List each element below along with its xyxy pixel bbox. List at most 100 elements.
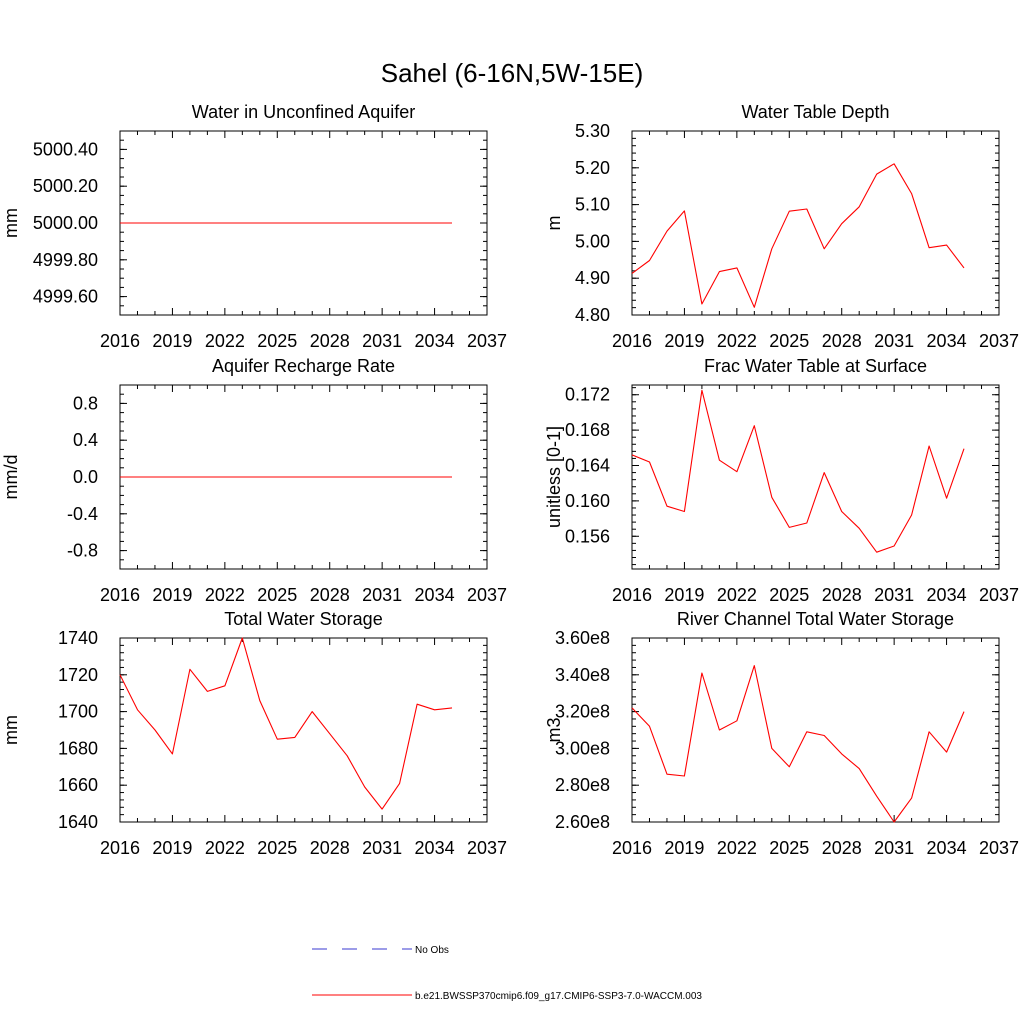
x-tick-label: 2037 xyxy=(467,585,507,605)
series-line xyxy=(631,163,965,308)
y-tick-label: 5000.20 xyxy=(33,176,98,196)
x-tick-label: 2034 xyxy=(927,585,967,605)
x-tick-label: 2037 xyxy=(979,585,1019,605)
y-tick-label: 1740 xyxy=(58,628,98,648)
y-axis-label: unitless [0-1] xyxy=(544,426,564,528)
x-tick-label: 2019 xyxy=(664,838,704,858)
series-line xyxy=(119,637,453,810)
y-axis-label: m3 xyxy=(544,717,564,742)
y-axis-label: mm/d xyxy=(1,455,21,500)
y-tick-label: 0.4 xyxy=(73,430,98,450)
x-tick-label: 2031 xyxy=(874,585,914,605)
legend: No Obs b.e21.BWSSP370cmip6.f09_g17.CMIP6… xyxy=(312,945,702,1002)
x-tick-label: 2025 xyxy=(769,585,809,605)
panel-fwet: Frac Water Table at Surface 2016 2019 2022 2… xyxy=(544,356,1019,605)
y-tick-label: 5.10 xyxy=(575,195,610,215)
panel-title: Water in Unconfined Aquifer xyxy=(192,102,415,122)
x-tick-label: 2034 xyxy=(415,838,455,858)
x-tick-label: 2022 xyxy=(717,331,757,351)
x-tick-label: 2028 xyxy=(310,838,350,858)
panel-title: Total Water Storage xyxy=(224,609,382,629)
y-tick-label: 5.20 xyxy=(575,158,610,178)
x-tick-label: 2019 xyxy=(664,331,704,351)
y-tick-label: 1720 xyxy=(58,665,98,685)
y-tick-label: -0.8 xyxy=(67,541,98,561)
panels: Water in Unconfined Aquifer 2016 2019 2022 2… xyxy=(1,102,1019,858)
y-tick-label: 3.00e8 xyxy=(555,738,610,758)
y-tick-label: 5000.00 xyxy=(33,213,98,233)
x-tick-label: 2022 xyxy=(205,838,245,858)
y-tick-label: 5000.40 xyxy=(33,139,98,159)
x-tick-label: 2028 xyxy=(822,585,862,605)
x-tick-label: 2025 xyxy=(257,838,297,858)
x-tick-label: 2034 xyxy=(415,585,455,605)
x-tick-label: 2031 xyxy=(362,838,402,858)
panel-tws: Total Water Storage 2016 2019 2022 2025 2028 2… xyxy=(1,609,507,858)
x-tick-label: 2034 xyxy=(927,331,967,351)
plot-frame xyxy=(631,637,1000,823)
x-tick-label: 2025 xyxy=(257,331,297,351)
y-tick-label: 5.30 xyxy=(575,121,610,141)
y-tick-label: 1680 xyxy=(58,738,98,758)
y-tick-label: 0.160 xyxy=(565,491,610,511)
x-tick-label: 2034 xyxy=(415,331,455,351)
y-tick-label: 3.40e8 xyxy=(555,665,610,685)
y-tick-label: 0.164 xyxy=(565,456,610,476)
x-tick-label: 2031 xyxy=(874,838,914,858)
x-tick-label: 2019 xyxy=(152,585,192,605)
series-line xyxy=(631,665,965,823)
y-tick-label: 0.172 xyxy=(565,385,610,405)
y-tick-label: 1660 xyxy=(58,775,98,795)
y-axis-label: m xyxy=(544,216,564,231)
x-tick-label: 2028 xyxy=(310,585,350,605)
x-tick-label: 2022 xyxy=(205,585,245,605)
plot-frame xyxy=(119,637,488,823)
panel-recharge: Aquifer Recharge Rate 2016 2019 2022 2025 202… xyxy=(1,356,507,605)
y-tick-label: 0.156 xyxy=(565,526,610,546)
panel-wtd: Water Table Depth 2016 2019 2022 2025 2028 203… xyxy=(544,102,1019,351)
y-tick-label: 4999.80 xyxy=(33,250,98,270)
panel-title: River Channel Total Water Storage xyxy=(677,609,954,629)
y-tick-label: 2.60e8 xyxy=(555,812,610,832)
x-tick-label: 2016 xyxy=(612,585,652,605)
x-tick-label: 2022 xyxy=(717,585,757,605)
x-tick-label: 2025 xyxy=(257,585,297,605)
y-tick-label: 0.0 xyxy=(73,467,98,487)
x-tick-label: 2028 xyxy=(822,331,862,351)
y-tick-label: 4.80 xyxy=(575,305,610,325)
y-tick-label: 3.20e8 xyxy=(555,702,610,722)
x-tick-label: 2037 xyxy=(467,838,507,858)
x-tick-label: 2037 xyxy=(979,331,1019,351)
series-line xyxy=(631,389,965,553)
plot-frame xyxy=(631,130,1000,316)
panel-river: River Channel Total Water Storage 2016 201… xyxy=(544,609,1019,858)
x-tick-label: 2019 xyxy=(664,585,704,605)
y-tick-label: -0.4 xyxy=(67,504,98,524)
x-tick-label: 2031 xyxy=(362,585,402,605)
panel-aquifer: Water in Unconfined Aquifer 2016 2019 2022 2… xyxy=(1,102,507,351)
x-tick-label: 2022 xyxy=(205,331,245,351)
x-tick-label: 2022 xyxy=(717,838,757,858)
x-tick-label: 2019 xyxy=(152,838,192,858)
x-tick-label: 2037 xyxy=(467,331,507,351)
y-tick-label: 0.168 xyxy=(565,420,610,440)
x-tick-label: 2019 xyxy=(152,331,192,351)
x-tick-label: 2016 xyxy=(100,585,140,605)
x-tick-label: 2028 xyxy=(310,331,350,351)
plot-frame xyxy=(631,384,1000,570)
x-tick-label: 2025 xyxy=(769,838,809,858)
y-tick-label: 5.00 xyxy=(575,231,610,251)
y-tick-label: 1700 xyxy=(58,702,98,722)
figure-title: Sahel (6-16N,5W-15E) xyxy=(381,58,644,88)
x-tick-label: 2031 xyxy=(874,331,914,351)
x-tick-label: 2031 xyxy=(362,331,402,351)
x-tick-label: 2016 xyxy=(612,331,652,351)
x-tick-label: 2016 xyxy=(100,331,140,351)
x-tick-label: 2034 xyxy=(927,838,967,858)
panel-title: Aquifer Recharge Rate xyxy=(212,356,395,376)
x-tick-label: 2037 xyxy=(979,838,1019,858)
y-tick-label: 4.90 xyxy=(575,268,610,288)
legend-obs-label: No Obs xyxy=(415,945,449,956)
x-tick-label: 2028 xyxy=(822,838,862,858)
